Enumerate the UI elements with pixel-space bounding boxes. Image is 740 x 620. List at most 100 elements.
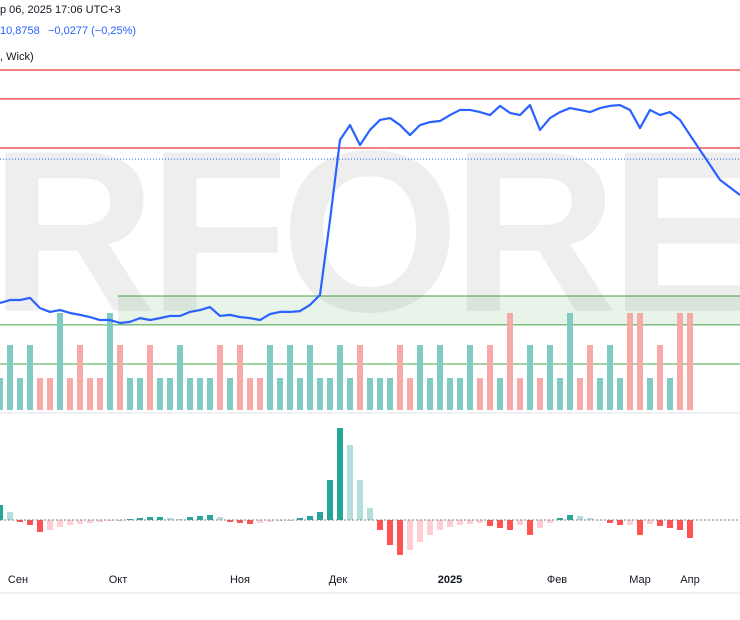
histogram-bar	[237, 520, 243, 523]
histogram-bar	[207, 515, 213, 520]
histogram-bar	[667, 520, 673, 528]
volume-bar	[537, 378, 543, 410]
volume-bar	[137, 378, 143, 410]
volume-bar	[327, 378, 333, 410]
histogram-bar	[397, 520, 403, 555]
histogram-bar	[407, 520, 413, 550]
volume-bar	[7, 345, 13, 410]
histogram-bar	[537, 520, 543, 528]
x-tick-label: Фев	[547, 574, 567, 586]
volume-bar	[437, 345, 443, 410]
histogram-bar	[527, 520, 533, 535]
histogram-bar	[447, 520, 453, 527]
histogram-bar	[97, 520, 103, 522]
volume-bar	[377, 378, 383, 410]
histogram-bar	[347, 445, 353, 520]
volume-bar	[417, 345, 423, 410]
volume-bar	[297, 378, 303, 410]
histogram-bar	[167, 518, 173, 520]
volume-bar	[267, 345, 273, 410]
volume-bar	[517, 378, 523, 410]
histogram-bar	[317, 512, 323, 520]
volume-bar	[557, 378, 563, 410]
volume-bar	[447, 378, 453, 410]
histogram-bar	[137, 518, 143, 520]
volume-bar	[117, 345, 123, 410]
volume-bar	[107, 313, 113, 410]
histogram-bar	[677, 520, 683, 530]
histogram-bar	[487, 520, 493, 526]
volume-bar	[677, 313, 683, 410]
histogram-bar	[47, 520, 53, 530]
volume-bar	[197, 378, 203, 410]
volume-bar	[687, 313, 693, 410]
histogram-bar	[7, 512, 13, 520]
volume-bar	[67, 378, 73, 410]
histogram-bar	[617, 520, 623, 525]
x-tick-label: Ноя	[230, 574, 250, 586]
volume-bar	[317, 378, 323, 410]
histogram-bar	[37, 520, 43, 532]
histogram-bar	[417, 520, 423, 542]
histogram-bar	[387, 520, 393, 545]
volume-bar	[427, 378, 433, 410]
histogram-bar	[577, 516, 583, 520]
volume-bar	[347, 378, 353, 410]
volume-bar	[237, 345, 243, 410]
volume-bar	[627, 313, 633, 410]
histogram-bar	[517, 520, 523, 525]
histogram-bar	[687, 520, 693, 538]
volume-bar	[357, 345, 363, 410]
histogram-bar	[307, 516, 313, 520]
volume-bar	[657, 345, 663, 410]
x-tick-label: Мар	[629, 574, 651, 586]
volume-bar	[217, 345, 223, 410]
histogram-bar	[227, 520, 233, 522]
histogram-bar	[637, 520, 643, 535]
x-tick-label: Апр	[680, 574, 699, 586]
histogram-bar	[257, 520, 263, 523]
volume-bar	[397, 345, 403, 410]
histogram-bar	[377, 520, 383, 530]
histogram-bar	[187, 517, 193, 520]
volume-bar	[497, 378, 503, 410]
x-tick-label: 2025	[438, 574, 462, 586]
histogram-bar	[327, 480, 333, 520]
header-change: −0,0277 (−0,25%)	[48, 25, 136, 37]
histogram-bar	[17, 520, 23, 522]
histogram-bar	[267, 520, 273, 522]
volume-bar	[177, 345, 183, 410]
volume-bar	[0, 378, 3, 410]
volume-bar	[277, 378, 283, 410]
volume-bar	[247, 378, 253, 410]
volume-bar	[567, 313, 573, 410]
header-date: р 06, 2025 17:06 UTC+3	[0, 4, 121, 16]
histogram-bar	[87, 520, 93, 523]
zone	[118, 295, 740, 325]
volume-bar	[647, 378, 653, 410]
x-tick-label: Дек	[329, 574, 348, 586]
histogram-bar	[27, 520, 33, 525]
histogram-bar	[147, 517, 153, 520]
histogram-bar	[587, 518, 593, 520]
volume-bar	[77, 345, 83, 410]
histogram-bar	[67, 520, 73, 525]
header-style: , Wick)	[0, 51, 34, 63]
watermark: RFOREX	[0, 103, 740, 360]
histogram-bar	[77, 520, 83, 524]
histogram-bar	[467, 520, 473, 524]
histogram-bar	[357, 480, 363, 520]
volume-bar	[207, 378, 213, 410]
histogram-bar	[507, 520, 513, 530]
volume-bar	[227, 378, 233, 410]
volume-bar	[87, 378, 93, 410]
histogram-bar	[157, 517, 163, 520]
volume-bar	[147, 345, 153, 410]
volume-bar	[457, 378, 463, 410]
header-price: 10,8758	[0, 25, 40, 37]
histogram-bar	[647, 520, 653, 524]
volume-bar	[27, 345, 33, 410]
volume-bar	[367, 378, 373, 410]
volume-bar	[97, 378, 103, 410]
